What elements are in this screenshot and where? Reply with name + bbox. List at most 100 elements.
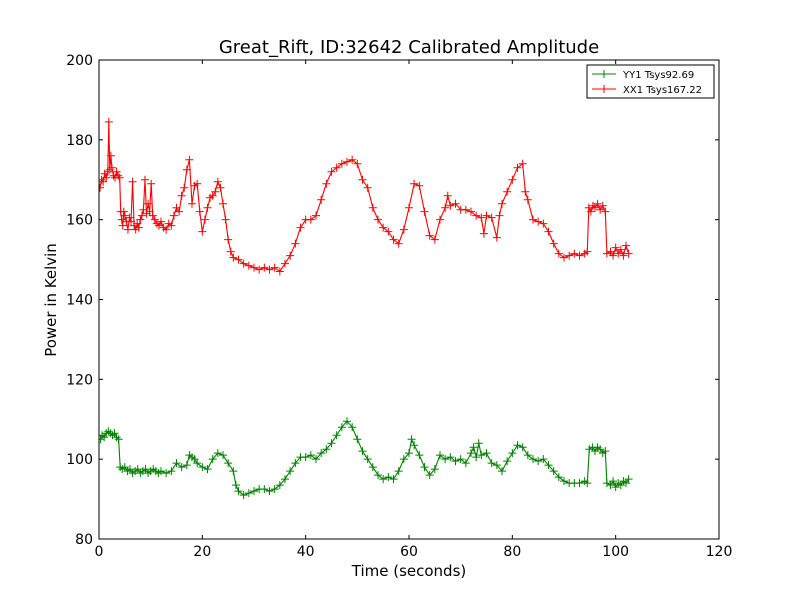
data-point <box>110 429 119 438</box>
data-point <box>150 215 159 224</box>
legend-label-1: YY1 Tsys92.69 <box>622 70 694 81</box>
data-point <box>616 245 625 254</box>
data-point <box>482 449 491 458</box>
y-tick-label: 100 <box>66 452 93 468</box>
data-point <box>624 475 633 484</box>
data-point <box>523 451 532 460</box>
data-point <box>172 459 181 468</box>
data-point <box>169 211 178 220</box>
data-point <box>226 247 235 256</box>
y-axis-label: Power in Kelvin <box>42 243 60 357</box>
data-point <box>602 249 611 258</box>
data-point <box>219 199 227 208</box>
data-point <box>119 207 128 216</box>
data-point <box>221 215 230 224</box>
data-point <box>425 471 434 480</box>
data-point <box>358 175 367 184</box>
data-point <box>446 453 455 462</box>
data-point <box>399 225 408 234</box>
data-point <box>265 265 274 274</box>
data-point <box>312 211 320 220</box>
data-point <box>99 183 105 192</box>
data-point <box>250 487 258 496</box>
data-point <box>348 155 357 164</box>
data-point <box>560 253 568 262</box>
data-point <box>332 163 341 172</box>
data-point <box>193 459 202 468</box>
data-point <box>106 151 115 160</box>
data-point <box>456 455 465 464</box>
data-point <box>128 177 137 186</box>
data-point <box>420 463 429 472</box>
data-point <box>239 491 248 500</box>
data-point <box>162 225 171 234</box>
data-point <box>343 157 351 166</box>
data-point <box>137 211 146 220</box>
data-point <box>487 459 496 468</box>
data-point <box>134 223 143 232</box>
data-point <box>583 479 592 488</box>
data-point <box>619 251 628 260</box>
data-point <box>107 163 116 172</box>
data-point <box>479 229 488 238</box>
data-point <box>270 485 279 494</box>
data-point <box>570 249 579 258</box>
data-point <box>281 475 289 484</box>
data-point <box>523 195 532 204</box>
data-point <box>451 199 460 208</box>
data-point <box>260 485 269 494</box>
data-point <box>118 221 127 230</box>
data-point <box>602 479 611 488</box>
data-point <box>399 455 408 464</box>
data-point <box>125 213 134 222</box>
data-point <box>180 183 189 192</box>
chart-title: Great_Rift, ID:32642 Calibrated Amplitud… <box>219 37 599 58</box>
data-point <box>224 459 233 468</box>
data-point <box>260 263 269 272</box>
data-point <box>601 207 610 216</box>
data-point <box>103 167 112 176</box>
data-point <box>182 461 191 470</box>
data-point <box>157 467 165 476</box>
data-point <box>495 211 504 220</box>
data-point <box>374 471 382 480</box>
data-point <box>389 475 398 484</box>
data-point <box>374 215 382 224</box>
data-point <box>182 165 191 174</box>
data-point <box>275 481 284 490</box>
data-point <box>100 433 109 442</box>
data-point <box>211 187 220 196</box>
data-point <box>487 213 496 222</box>
data-point <box>306 451 315 460</box>
x-tick-label: 0 <box>95 544 104 560</box>
data-point <box>244 489 253 498</box>
data-point <box>255 265 264 274</box>
data-point <box>244 261 253 270</box>
data-point <box>415 451 424 460</box>
data-point <box>539 455 548 464</box>
data-point <box>120 211 129 220</box>
data-point <box>405 203 413 212</box>
data-point <box>436 451 444 460</box>
data-point <box>358 447 367 456</box>
data-point <box>296 223 305 232</box>
data-point <box>513 163 522 172</box>
data-point <box>560 477 568 486</box>
x-tick-label: 80 <box>503 544 521 560</box>
data-point <box>441 203 450 212</box>
data-point <box>301 453 310 462</box>
y-tick-label: 120 <box>66 372 93 388</box>
data-point <box>477 451 486 460</box>
data-point <box>157 217 165 226</box>
data-point <box>147 179 156 188</box>
axes: 0 20 40 60 80 100 120 80 100 120 140 160 180 200 <box>66 53 732 560</box>
data-point <box>368 203 377 212</box>
data-point <box>327 439 336 448</box>
data-point <box>384 473 393 482</box>
y-tick-label: 160 <box>66 213 93 229</box>
data-point <box>518 443 527 452</box>
data-point <box>363 183 372 192</box>
data-point <box>554 249 563 258</box>
data-point <box>312 455 320 464</box>
